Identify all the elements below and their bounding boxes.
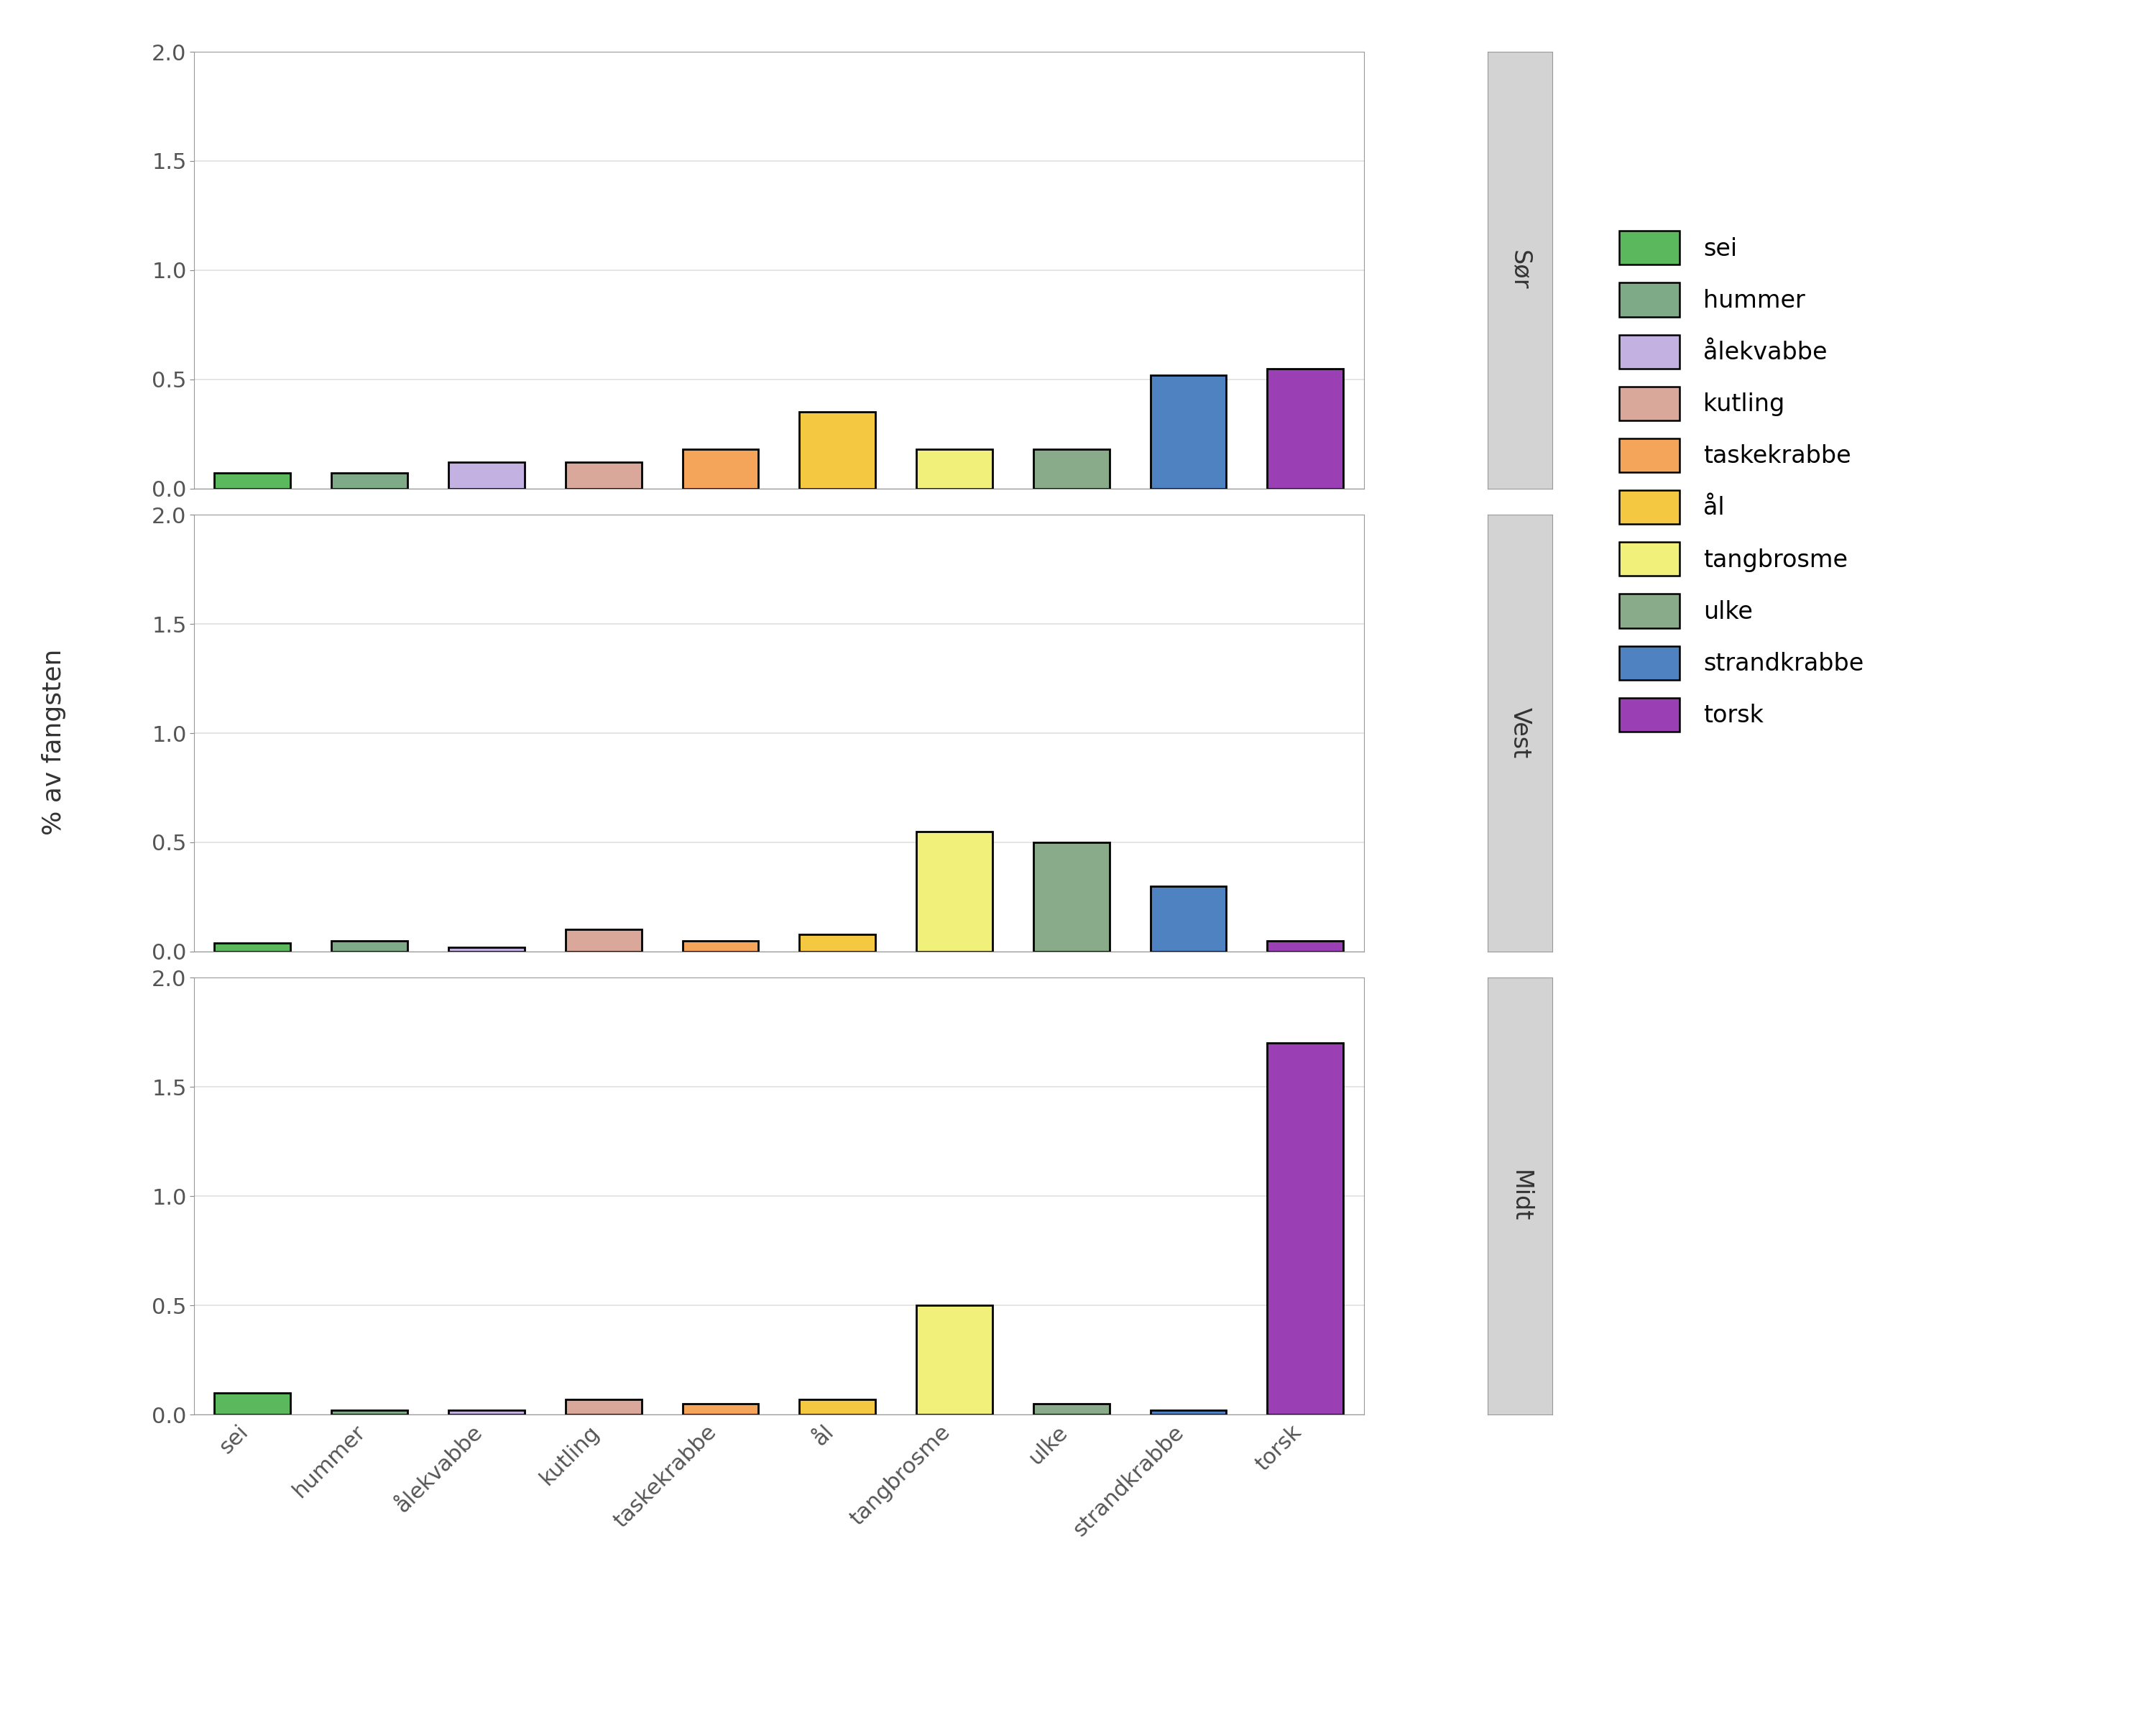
Text: % av fangsten: % av fangsten — [41, 649, 67, 835]
Bar — [565, 930, 642, 952]
Bar — [800, 1399, 875, 1414]
Bar — [332, 1409, 407, 1414]
Bar — [448, 1409, 524, 1414]
Bar — [213, 1392, 291, 1414]
Bar — [800, 412, 875, 488]
Text: Sør: Sør — [1507, 250, 1531, 290]
Bar — [1033, 842, 1110, 952]
Bar — [1151, 1409, 1227, 1414]
Bar — [565, 1399, 642, 1414]
Bar — [683, 1404, 759, 1414]
Bar — [916, 448, 992, 488]
Text: Vest: Vest — [1507, 707, 1531, 759]
Bar — [683, 940, 759, 952]
Text: Midt: Midt — [1507, 1170, 1531, 1221]
Bar — [213, 473, 291, 488]
Bar — [1151, 374, 1227, 488]
Bar — [332, 473, 407, 488]
Bar — [1268, 940, 1343, 952]
Bar — [1151, 887, 1227, 952]
Bar — [916, 1306, 992, 1414]
Bar — [332, 940, 407, 952]
Bar — [213, 944, 291, 952]
Bar — [1268, 369, 1343, 488]
Bar — [1033, 1404, 1110, 1414]
Bar — [448, 947, 524, 952]
Bar — [565, 462, 642, 488]
Bar — [916, 831, 992, 952]
Bar — [1268, 1044, 1343, 1414]
Bar — [800, 933, 875, 952]
Bar — [448, 462, 524, 488]
Legend: sei, hummer, ålekvabbe, kutling, taskekrabbe, ål, tangbrosme, ulke, strandkrabbe: sei, hummer, ålekvabbe, kutling, taskekr… — [1608, 219, 1876, 743]
Bar — [1033, 448, 1110, 488]
Bar — [683, 448, 759, 488]
